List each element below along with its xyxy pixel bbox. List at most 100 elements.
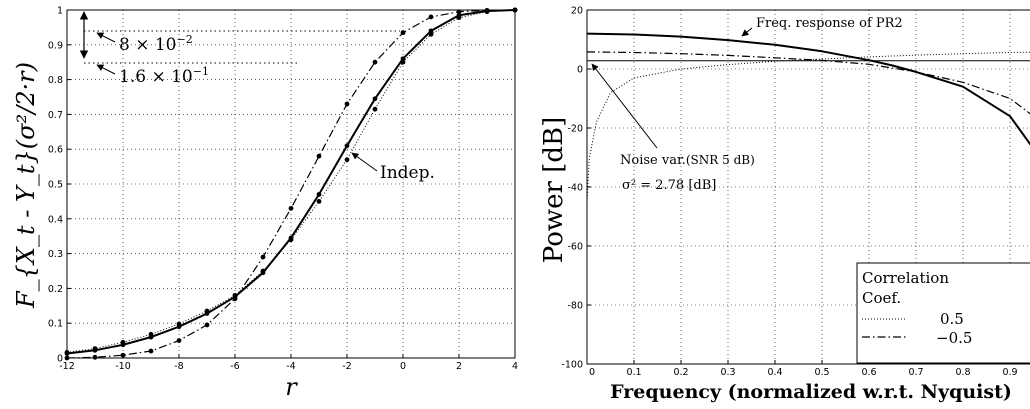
L-ytick-label-0: 0 — [57, 354, 63, 365]
R-xtick-label-8: 0.8 — [955, 367, 970, 378]
R-xtick-label-5: 0.5 — [814, 367, 829, 378]
L-ytick-label-6: 0.6 — [48, 145, 63, 156]
L-series-0-point-12 — [400, 56, 406, 62]
L-series-2-point-10 — [344, 101, 350, 107]
R-xtick-label-7: 0.7 — [908, 367, 923, 378]
left-chart: 0 0.1 0.2 0.3 0.4 0.5 0.6 0.7 0.8 0.9 1 -12 -10 -8 -6… — [12, 6, 518, 402]
right-plot-frame — [586, 9, 1030, 365]
L-ytick-label-4: 0.4 — [48, 214, 63, 225]
right-x-axis-label: Frequency (normalized w.r.t. Nyquist) — [610, 381, 1012, 403]
L-series-0-point-9 — [316, 192, 322, 197]
L-series-1-point-8 — [288, 237, 294, 243]
L-series-1-point-12 — [400, 59, 406, 65]
L-ytick-label-7: 0.7 — [48, 110, 63, 121]
legend-label-pos: 0.5 — [940, 310, 964, 328]
L-series-line-0 — [66, 9, 516, 355]
L-ytick-label-8: 0.8 — [48, 75, 63, 86]
L-series-2-point-6 — [232, 296, 238, 302]
R-ytick-label-6: -100 — [561, 360, 583, 371]
L-xtick-label-8: 4 — [512, 361, 518, 372]
R-xtick-label-6: 0.6 — [861, 367, 876, 378]
left-plot-frame — [66, 9, 516, 359]
L-xtick-label-7: 2 — [456, 361, 462, 372]
left-grid — [67, 10, 515, 358]
right-x-ticks: 0 0.1 0.2 0.3 0.4 0.5 0.6 0.7 0.8 0.9 — [586, 360, 1018, 378]
annotation-lower: 1.6 × 10−1 — [119, 65, 209, 87]
L-xtick-label-5: -2 — [342, 361, 351, 372]
R-xtick-label-4: 0.4 — [767, 367, 782, 378]
R-ytick-label-0: 20 — [571, 6, 583, 17]
indep-arrow — [351, 152, 378, 172]
left-y-ticks: 0 0.1 0.2 0.3 0.4 0.5 0.6 0.7 0.8 0.9 1 — [48, 6, 71, 365]
right-y-axis-label: Power [dB] — [539, 117, 569, 263]
L-series-2-point-1 — [92, 354, 98, 360]
legend-box — [856, 262, 1030, 364]
L-xtick-label-4: -4 — [286, 361, 295, 372]
R-ytick-label-1: 0 — [577, 65, 583, 76]
L-series-1-point-1 — [92, 346, 98, 352]
L-series-1-point-2 — [120, 339, 126, 345]
L-xtick-label-6: 0 — [400, 361, 406, 372]
L-series-2-point-9 — [316, 153, 322, 159]
R-series-line-0 — [586, 32, 1030, 146]
R-xtick-label-2: 0.2 — [673, 367, 688, 378]
R-ytick-label-2: -20 — [567, 124, 583, 135]
L-ytick-label-2: 0.2 — [48, 284, 63, 295]
legend: Correlation Coef. 0.5 −0.5 — [856, 262, 1030, 364]
R-xtick-label-3: 0.3 — [720, 367, 735, 378]
L-series-0-point-10 — [344, 143, 350, 149]
L-ytick-label-9: 0.9 — [48, 40, 63, 51]
R-series-line-2 — [586, 51, 1030, 115]
L-series-2-point-7 — [260, 254, 266, 260]
R-ytick-label-3: -40 — [567, 183, 583, 194]
L-series-1-point-3 — [148, 331, 154, 337]
L-series-line-1 — [66, 9, 516, 353]
L-series-1-point-7 — [260, 268, 266, 274]
right-y-ticks: 20 0 -20 -40 -60 -80 -100 — [561, 6, 591, 371]
L-series-2-point-8 — [288, 205, 294, 211]
R-xtick-label-1: 0.1 — [626, 367, 641, 378]
L-series-1-point-10 — [344, 157, 350, 163]
L-series-2-point-5 — [204, 322, 210, 328]
L-xtick-label-2: -8 — [174, 361, 183, 372]
legend-title-line1: Correlation — [862, 269, 949, 287]
left-arrow-lower — [96, 64, 116, 75]
L-ytick-label-3: 0.3 — [48, 249, 63, 260]
L-series-1-point-13 — [428, 31, 434, 37]
noise-arrow — [591, 63, 658, 149]
L-series-0-point-13 — [428, 28, 434, 34]
annotation-noise-line2: σ² = 2.78 [dB] — [622, 178, 716, 193]
right-series — [586, 32, 1030, 202]
pr2-arrow — [741, 27, 753, 37]
left-x-axis-label: r — [285, 373, 298, 401]
R-xtick-label-0: 0 — [589, 367, 595, 378]
L-series-2-point-13 — [428, 14, 434, 20]
L-series-1-point-14 — [456, 15, 462, 21]
right-grid — [587, 10, 1030, 364]
legend-label-neg: −0.5 — [936, 329, 972, 347]
R-ytick-label-5: -80 — [567, 301, 583, 312]
L-xtick-label-1: -10 — [115, 361, 131, 372]
L-series-2-point-4 — [176, 338, 182, 343]
L-ytick-label-10: 1 — [57, 6, 63, 17]
L-series-2-point-3 — [148, 348, 154, 354]
right-chart: 200-20-40-60-80-100 0 0.1 0.2 0.3 0.4 0.5 0.6 0… — [539, 6, 1030, 403]
R-xtick-label-9: 0.9 — [1002, 367, 1017, 378]
left-arrow-upper — [96, 32, 116, 43]
L-xtick-label-0: -12 — [59, 361, 75, 372]
L-series-1-point-9 — [316, 199, 322, 204]
L-series-2-point-14 — [456, 9, 462, 15]
R-ytick-label-4: -60 — [567, 242, 583, 253]
L-series-2-point-12 — [400, 30, 406, 36]
L-series-2-point-2 — [120, 352, 126, 358]
left-series — [64, 7, 518, 361]
L-xtick-label-3: -6 — [230, 361, 239, 372]
annotation-indep: Indep. — [380, 163, 435, 183]
L-series-1-point-11 — [372, 106, 378, 112]
annotation-noise-line1: Noise var.(SNR 5 dB) — [620, 153, 755, 168]
L-ytick-label-5: 0.5 — [48, 180, 63, 191]
L-series-1-point-5 — [204, 308, 210, 314]
L-ytick-label-1: 0.1 — [48, 319, 63, 330]
L-series-2-point-11 — [372, 59, 378, 65]
